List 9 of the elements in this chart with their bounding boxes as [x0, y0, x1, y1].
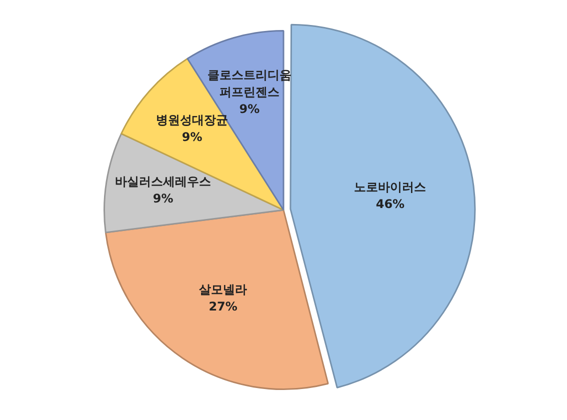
slice-label: 살모넬라: [199, 282, 248, 297]
data-label: 9%: [239, 102, 260, 116]
data-label: 46%: [376, 197, 405, 212]
slice-label: 바실러스세레우스: [115, 174, 212, 189]
data-label: 9%: [152, 192, 174, 206]
slice-label: 노로바이러스: [354, 180, 426, 194]
data-label: 9%: [182, 130, 202, 144]
slice-label: 병원성대장균: [156, 113, 228, 128]
data-label: 27%: [208, 300, 238, 314]
